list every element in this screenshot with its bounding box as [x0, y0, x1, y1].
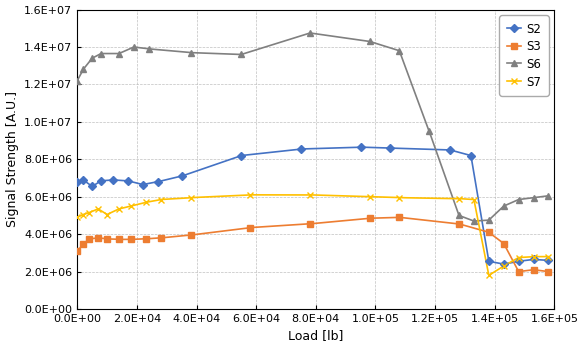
S2	[500, 262, 507, 266]
S7	[79, 212, 86, 216]
Line: S6: S6	[74, 30, 551, 224]
S6	[530, 196, 537, 200]
S6	[238, 53, 245, 57]
S6	[470, 219, 477, 223]
S7	[142, 200, 150, 204]
S2	[238, 153, 245, 158]
S7	[157, 197, 164, 201]
S2	[79, 178, 86, 182]
S3	[396, 215, 403, 219]
S7	[515, 255, 522, 260]
S6	[396, 49, 403, 53]
S6	[515, 197, 522, 201]
S2	[140, 182, 147, 187]
S2	[447, 148, 454, 152]
S3	[103, 237, 110, 241]
S3	[95, 236, 102, 240]
S7	[545, 254, 552, 259]
S3	[485, 230, 492, 234]
S7	[116, 207, 123, 211]
S2	[89, 184, 96, 189]
S6	[89, 56, 96, 60]
S6	[79, 68, 86, 72]
Line: S2: S2	[74, 144, 551, 267]
S6	[500, 204, 507, 208]
S2	[357, 145, 364, 149]
S6	[545, 194, 552, 198]
S7	[95, 207, 102, 211]
S7	[127, 204, 134, 208]
S3	[142, 237, 150, 241]
S3	[79, 242, 86, 246]
S6	[116, 52, 123, 56]
S3	[246, 226, 253, 230]
S7	[103, 212, 110, 216]
S2	[515, 259, 522, 263]
S2	[98, 179, 105, 183]
S7	[86, 211, 93, 215]
S6	[485, 218, 492, 222]
S7	[500, 264, 507, 268]
S2	[154, 180, 161, 184]
S2	[485, 259, 492, 263]
S6	[307, 31, 314, 35]
S3	[515, 269, 522, 274]
S7	[366, 195, 373, 199]
S3	[500, 242, 507, 246]
S7	[470, 197, 477, 201]
S2	[124, 179, 131, 183]
S6	[130, 45, 137, 49]
S6	[426, 129, 433, 133]
S7	[187, 196, 194, 200]
S7	[456, 197, 463, 201]
S3	[86, 237, 93, 241]
S2	[530, 257, 537, 261]
Legend: S2, S3, S6, S7: S2, S3, S6, S7	[499, 15, 548, 96]
S2	[467, 153, 474, 158]
S3	[530, 268, 537, 272]
S3	[456, 222, 463, 226]
S3	[127, 237, 134, 242]
Line: S7: S7	[74, 191, 552, 279]
S3	[116, 237, 123, 242]
S7	[74, 215, 81, 219]
S7	[307, 193, 314, 197]
S2	[545, 258, 552, 262]
S3	[307, 222, 314, 226]
S7	[246, 193, 253, 197]
S6	[187, 50, 194, 55]
Line: S3: S3	[74, 214, 551, 274]
S2	[297, 147, 304, 151]
S3	[74, 249, 81, 253]
S6	[98, 52, 105, 56]
S6	[456, 213, 463, 218]
X-axis label: Load [lb]: Load [lb]	[288, 330, 343, 342]
S2	[74, 180, 81, 184]
S7	[396, 196, 403, 200]
S2	[110, 178, 117, 182]
S2	[178, 174, 185, 178]
S6	[366, 39, 373, 44]
S7	[485, 273, 492, 277]
S6	[74, 79, 81, 83]
S3	[187, 233, 194, 237]
S7	[530, 254, 537, 259]
S3	[157, 236, 164, 240]
S2	[387, 146, 394, 150]
S6	[145, 47, 152, 51]
S3	[545, 269, 552, 274]
Y-axis label: Signal Strength [A.U.]: Signal Strength [A.U.]	[6, 91, 19, 227]
S3	[366, 216, 373, 220]
